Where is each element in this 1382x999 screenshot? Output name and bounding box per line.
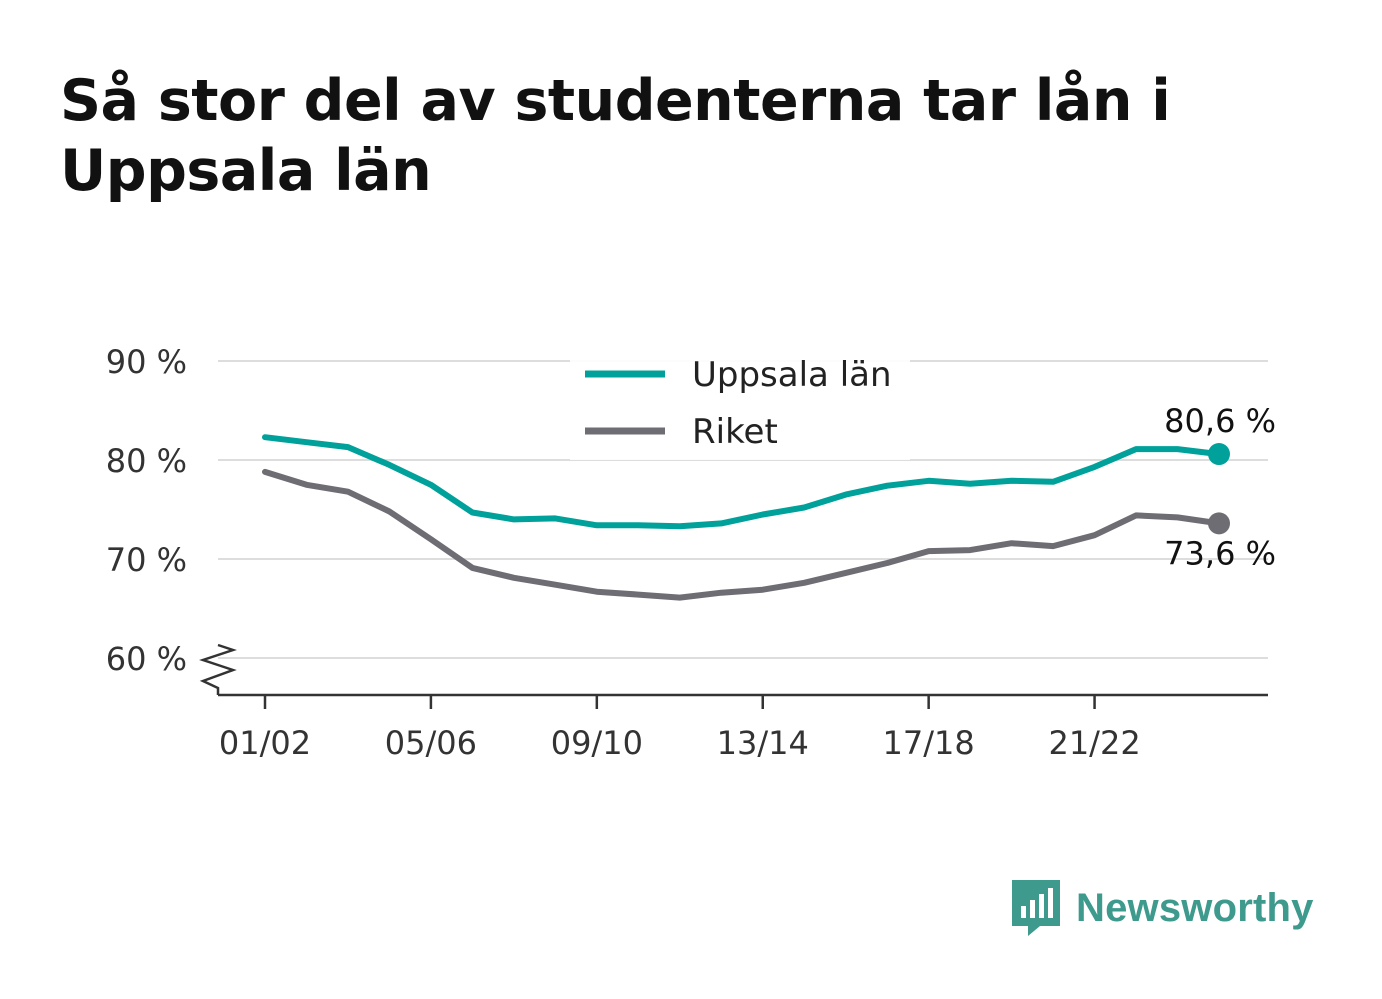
y-tick-label: 60 % <box>106 640 187 678</box>
brand-name: Newsworthy <box>1076 885 1314 930</box>
legend-label: Uppsala län <box>692 355 892 395</box>
series-line-riket <box>262 468 1222 601</box>
series-lines <box>262 434 1230 601</box>
x-tick-label: 17/18 <box>883 724 975 762</box>
x-axis <box>199 643 1268 697</box>
newsworthy-brand[interactable]: Newsworthy <box>1010 878 1314 938</box>
x-tick-label: 01/02 <box>219 724 311 762</box>
x-tick-label: 05/06 <box>385 724 477 762</box>
y-axis-ticks: 60 % 70 % 80 % 90 % <box>106 343 187 678</box>
end-point-marker <box>1208 512 1230 535</box>
x-tick-label: 09/10 <box>551 724 643 762</box>
x-tick-label: 21/22 <box>1048 724 1140 762</box>
end-label-riket: 73,6 % <box>1164 534 1276 572</box>
x-axis-ticks: 01/02 05/06 09/10 13/14 17/18 21/22 <box>219 695 1141 762</box>
legend-label: Riket <box>692 412 778 452</box>
y-axis-break <box>199 643 237 695</box>
end-point-marker <box>1208 443 1230 466</box>
newsworthy-logo-icon <box>1012 880 1060 936</box>
legend: Uppsala län Riket <box>570 345 910 460</box>
series-line-uppsala <box>262 434 1222 530</box>
chart-title: Så stor del av studenterna tar lån i Upp… <box>60 68 1171 204</box>
y-tick-label: 70 % <box>106 541 187 579</box>
end-label-uppsala: 80,6 % <box>1164 402 1276 440</box>
y-tick-label: 90 % <box>106 343 187 381</box>
x-tick-label: 13/14 <box>717 724 809 762</box>
y-tick-label: 80 % <box>106 442 187 480</box>
end-labels: 80,6 % 73,6 % <box>1164 402 1276 572</box>
legend-background <box>570 345 910 460</box>
